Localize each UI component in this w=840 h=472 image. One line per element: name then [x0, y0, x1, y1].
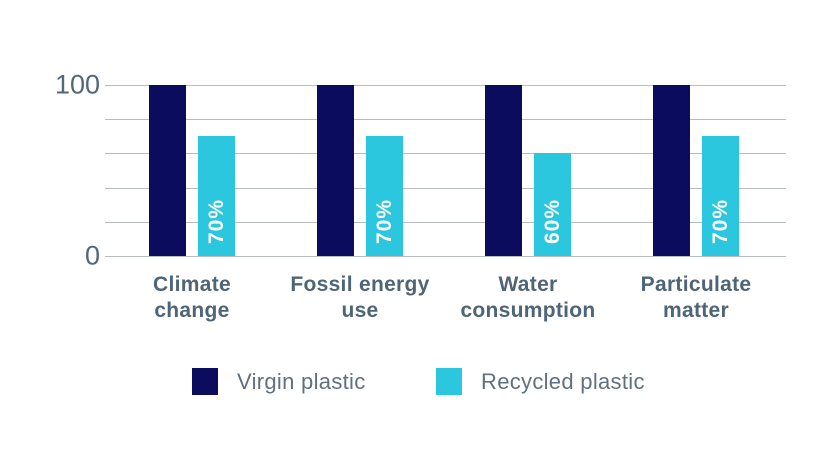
legend-swatch — [436, 368, 462, 395]
x-label: Fossil energy use — [265, 272, 455, 324]
x-label-line: Water — [498, 273, 558, 296]
x-label: Particulate matter — [601, 272, 791, 324]
bar-recycled-plastic: 60% — [534, 153, 571, 256]
plot-area: 70% 70% 60% 70% — [105, 85, 786, 257]
x-label-line: change — [154, 299, 230, 322]
x-label-line: use — [341, 299, 379, 322]
bar-value-label: 60% — [540, 198, 564, 244]
x-label-line: consumption — [460, 299, 596, 322]
x-label: Climate change — [97, 272, 287, 324]
bar-virgin-plastic — [149, 85, 186, 256]
gridline — [105, 153, 786, 155]
y-tick-label: 100 — [54, 69, 100, 100]
legend-label: Virgin plastic — [237, 368, 366, 394]
y-tick-label: 0 — [84, 240, 100, 271]
legend-item: Recycled plastic — [436, 368, 645, 395]
bar-virgin-plastic — [485, 85, 522, 256]
bar-recycled-plastic: 70% — [702, 136, 739, 256]
legend-swatch — [192, 368, 218, 395]
x-label-line: matter — [663, 299, 729, 322]
legend-label: Recycled plastic — [481, 368, 645, 394]
legend-item: Virgin plastic — [192, 368, 366, 395]
bar-value-label: 70% — [204, 198, 228, 244]
gridline — [105, 85, 786, 86]
bar-recycled-plastic: 70% — [366, 136, 403, 256]
x-label-line: Fossil energy — [290, 273, 430, 296]
x-label-line: Particulate — [640, 273, 752, 296]
bar-virgin-plastic — [317, 85, 354, 256]
gridline — [105, 187, 786, 189]
x-label-line: Climate — [153, 273, 231, 296]
gridline — [105, 221, 786, 223]
gridline — [105, 256, 786, 257]
x-label: Water consumption — [433, 272, 623, 324]
gridline — [105, 119, 786, 121]
bar-virgin-plastic — [653, 85, 690, 256]
bar-value-label: 70% — [708, 198, 732, 244]
bar-value-label: 70% — [372, 198, 396, 244]
bar-recycled-plastic: 70% — [198, 136, 235, 256]
